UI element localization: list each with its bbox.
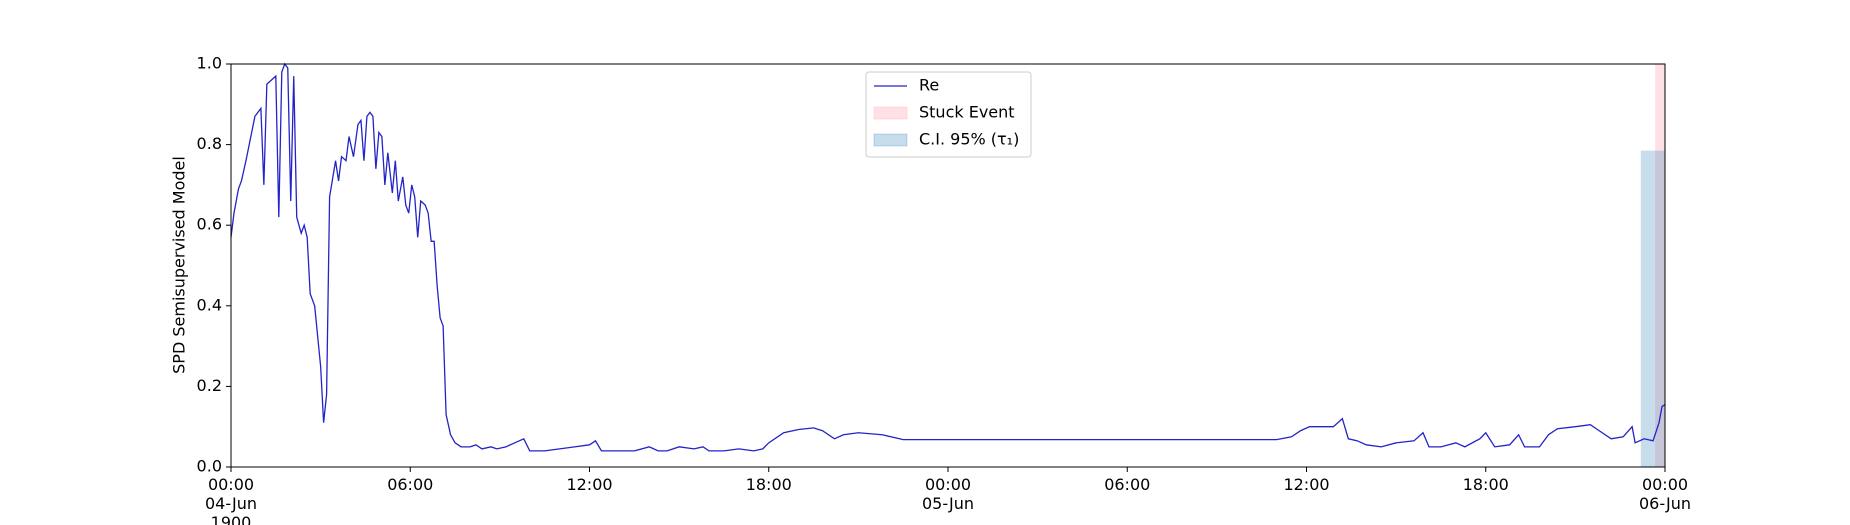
x-tick-label: 12:00 xyxy=(1283,475,1329,494)
x-tick-label: 12:00 xyxy=(566,475,612,494)
span xyxy=(1655,64,1665,467)
legend-handle xyxy=(873,106,908,120)
x-tick-label: 18:00 xyxy=(746,475,792,494)
x-tick-label: 00:00 04-Jun 1900 xyxy=(205,475,257,525)
legend-label: Stuck Event xyxy=(919,103,1015,122)
y-tick-label: 0.0 xyxy=(197,457,222,476)
line xyxy=(230,62,1666,452)
x-tick-label: 18:00 xyxy=(1463,475,1509,494)
y-axis-label: SPD Semisupervised Model xyxy=(170,156,189,374)
x-tick-label: 06:00 xyxy=(387,475,433,494)
y-tick-label: 1.0 xyxy=(197,54,222,73)
y-tick-label: 0.8 xyxy=(197,134,222,153)
span xyxy=(1640,150,1665,467)
legend-label: C.I. 95% (τ₁) xyxy=(919,130,1019,149)
y-tick-label: 0.6 xyxy=(197,215,222,234)
legend-label: Re xyxy=(919,76,939,95)
x-tick-label: 00:00 06-Jun xyxy=(1639,475,1691,513)
y-tick-label: 0.2 xyxy=(197,376,222,395)
legend-box xyxy=(865,71,1032,158)
y-tick-label: 0.4 xyxy=(197,295,222,314)
x-tick-label: 06:00 xyxy=(1104,475,1150,494)
legend-handle xyxy=(873,133,908,147)
x-tick-label: 00:00 05-Jun xyxy=(922,475,974,513)
